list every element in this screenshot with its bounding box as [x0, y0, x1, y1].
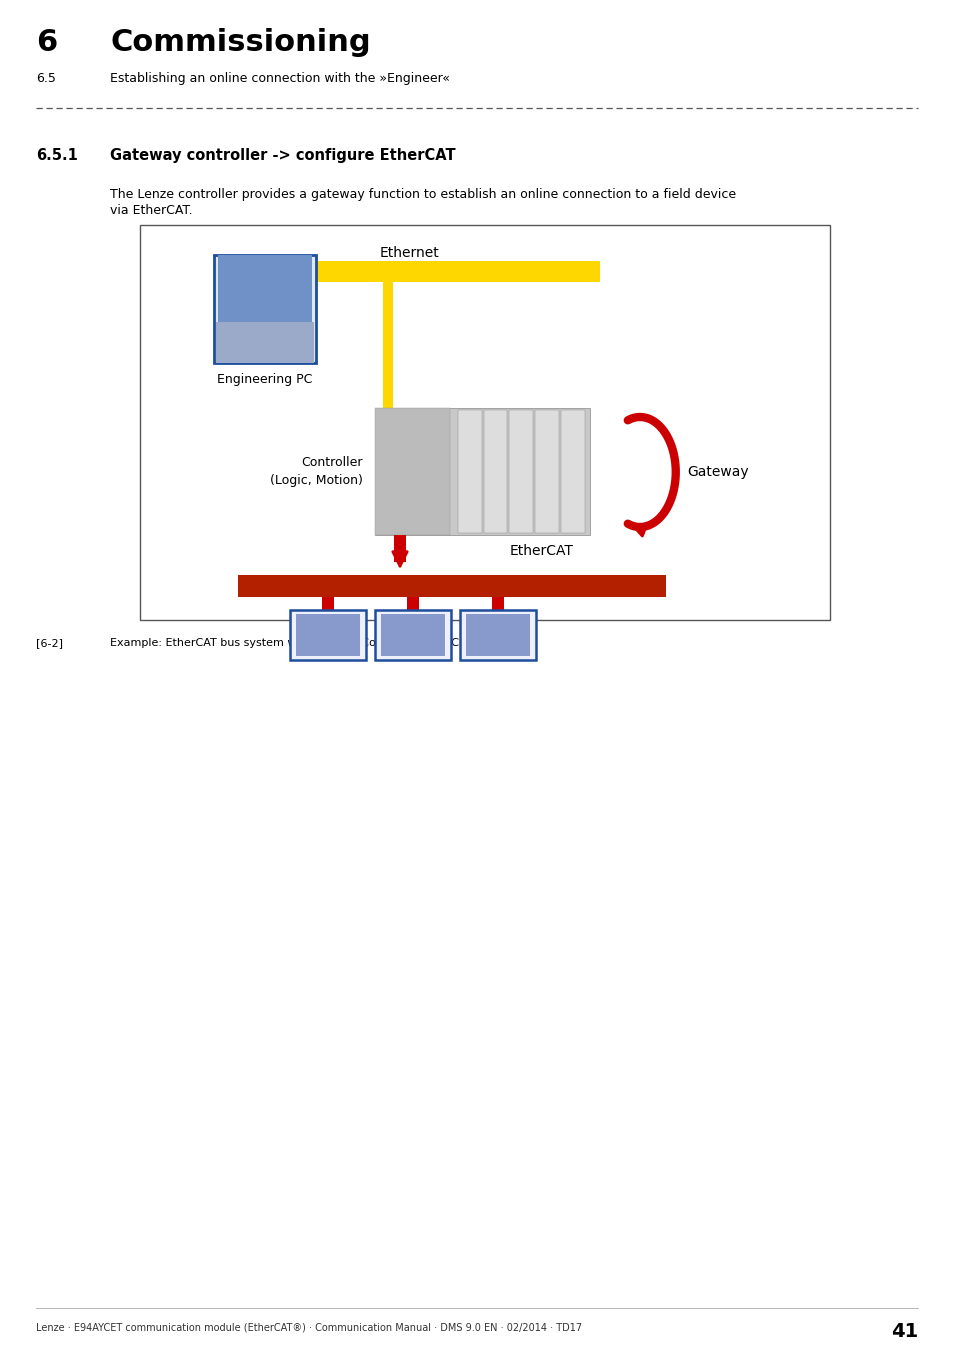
Text: The Lenze controller provides a gateway function to establish an online connecti: The Lenze controller provides a gateway … — [110, 188, 736, 201]
Text: Example: EtherCAT bus system with a Lenze Controller 3231 C as gateway: Example: EtherCAT bus system with a Lenz… — [110, 639, 526, 648]
Bar — [375, 610, 451, 660]
Bar — [483, 410, 507, 533]
Text: Establishing an online connection with the »Engineer«: Establishing an online connection with t… — [110, 72, 450, 85]
Bar — [457, 410, 481, 533]
Bar — [218, 255, 312, 321]
Bar — [375, 408, 589, 535]
Text: [6-2]: [6-2] — [36, 639, 63, 648]
Bar — [560, 410, 584, 533]
Bar — [322, 597, 334, 610]
Text: 6.5: 6.5 — [36, 72, 56, 85]
Text: Gateway controller -> configure EtherCAT: Gateway controller -> configure EtherCAT — [110, 148, 456, 163]
Bar — [382, 282, 393, 435]
Bar — [465, 614, 530, 656]
Text: 41: 41 — [890, 1322, 917, 1341]
Bar — [215, 321, 314, 363]
Bar — [535, 410, 558, 533]
Bar — [290, 610, 366, 660]
Bar — [237, 575, 665, 597]
Bar — [213, 255, 315, 363]
Text: 6.5.1: 6.5.1 — [36, 148, 78, 163]
Text: Lenze · E94AYCET communication module (EtherCAT®) · Communication Manual · DMS 9: Lenze · E94AYCET communication module (E… — [36, 1322, 581, 1332]
Text: Gateway: Gateway — [687, 464, 749, 479]
Bar — [459, 610, 536, 660]
Bar — [140, 225, 829, 620]
Bar — [375, 408, 450, 535]
Text: Engineering PC: Engineering PC — [217, 373, 313, 386]
Bar — [509, 410, 533, 533]
Bar — [262, 261, 599, 282]
Bar — [295, 614, 359, 656]
Text: Controller
(Logic, Motion): Controller (Logic, Motion) — [270, 456, 363, 487]
Bar — [407, 597, 418, 610]
Text: via EtherCAT.: via EtherCAT. — [110, 204, 193, 217]
Text: 6: 6 — [36, 28, 57, 57]
Bar — [492, 597, 503, 610]
Text: Ethernet: Ethernet — [379, 246, 439, 261]
Text: EtherCAT: EtherCAT — [510, 544, 574, 558]
Bar — [394, 535, 406, 562]
Bar — [380, 614, 444, 656]
Text: Commissioning: Commissioning — [110, 28, 370, 57]
